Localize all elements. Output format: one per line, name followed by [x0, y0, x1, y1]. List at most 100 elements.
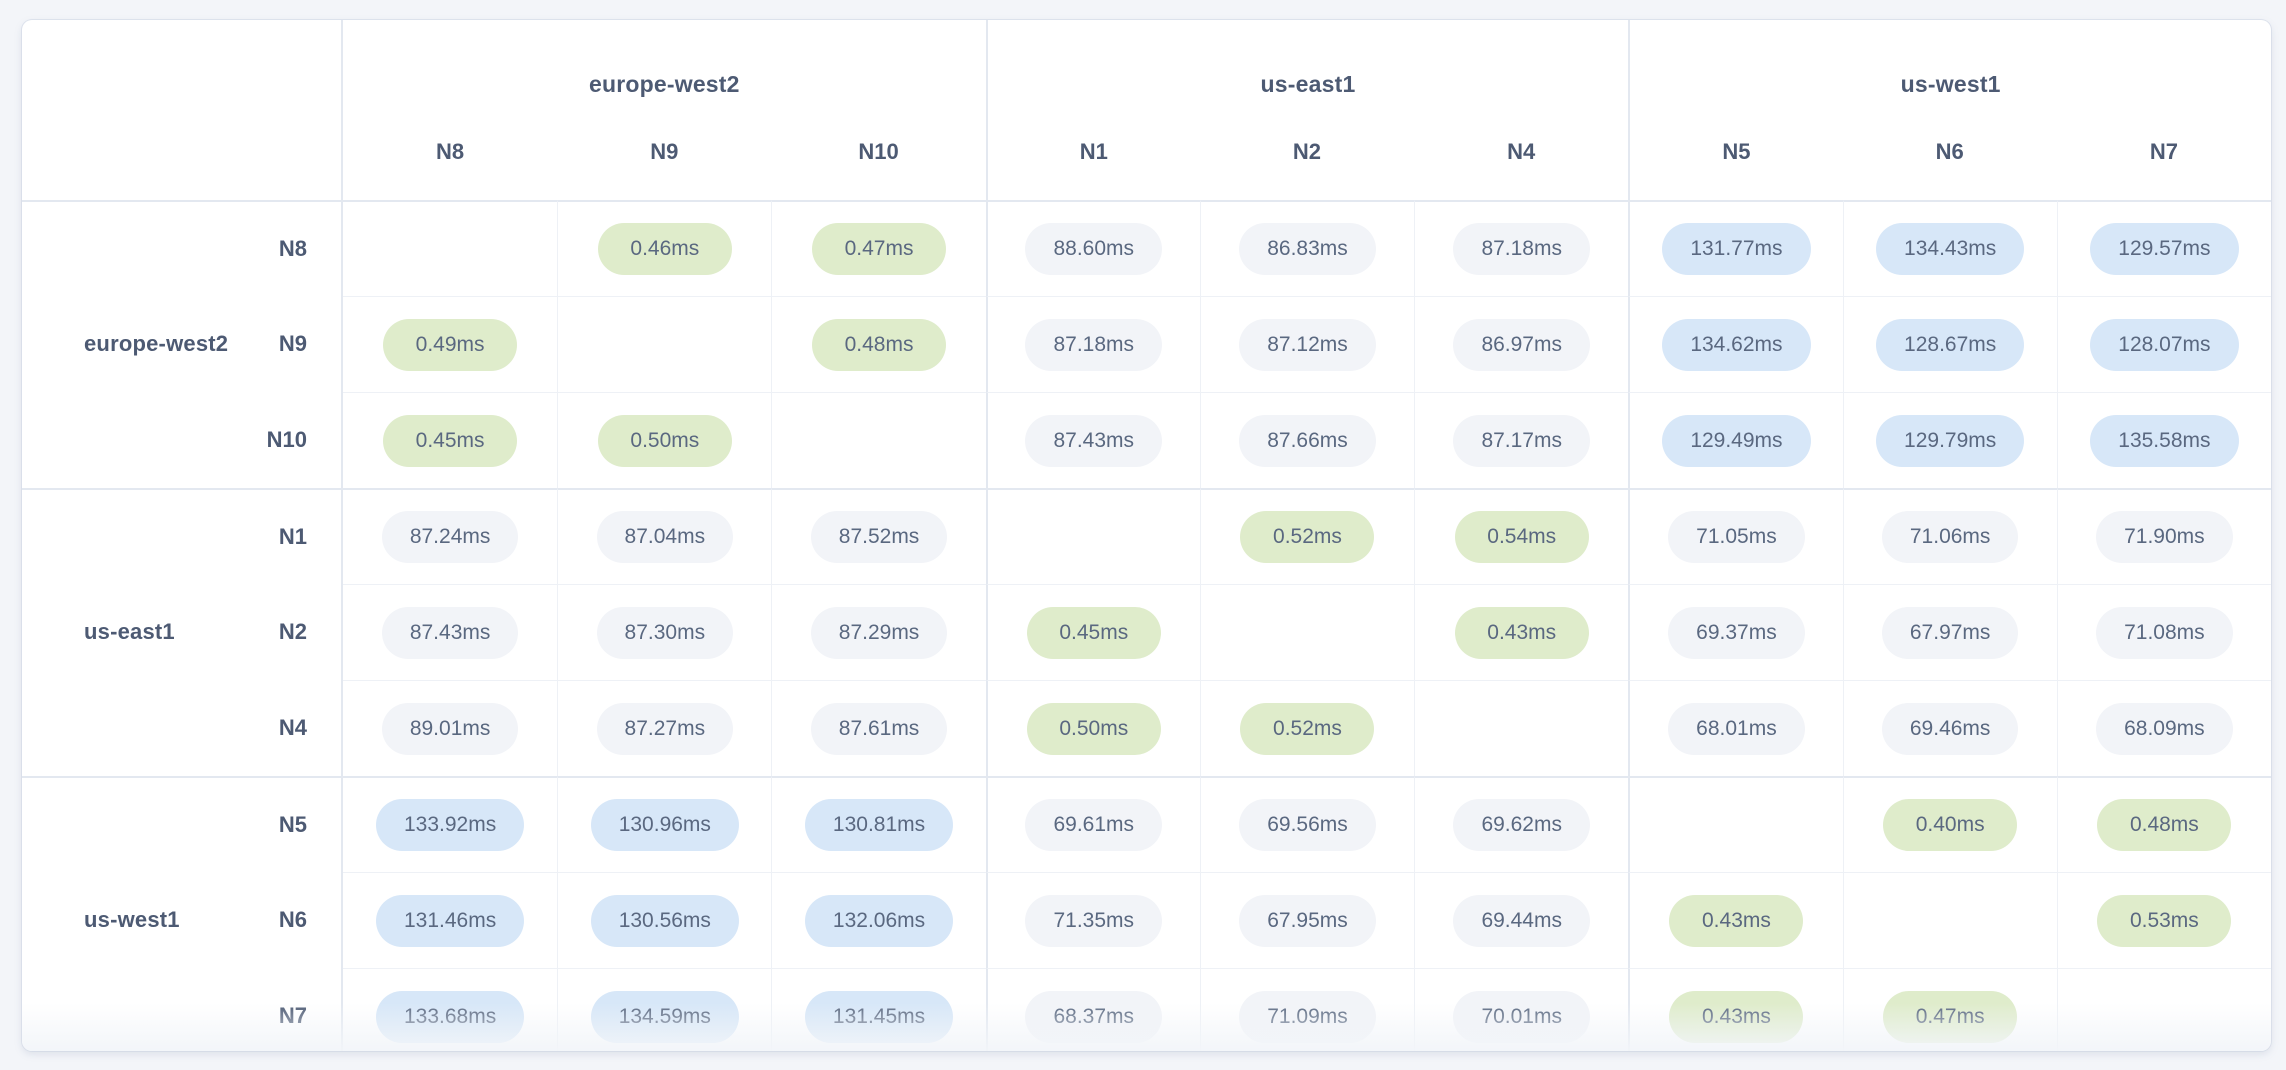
latency-cell-n1-to-n6: 71.06ms — [1842, 488, 2057, 584]
latency-cell-n6-to-n8: 131.46ms — [343, 872, 558, 968]
latency-cell-n9-to-n1: 87.18ms — [985, 296, 1200, 392]
latency-cell-n5-to-n8: 133.92ms — [343, 776, 558, 872]
latency-pill: 68.09ms — [2096, 702, 2233, 755]
latency-pill: 86.97ms — [1453, 318, 1590, 371]
latency-cell-n10-to-n2: 87.66ms — [1199, 392, 1415, 488]
latency-pill: 0.54ms — [1454, 511, 1589, 563]
latency-cell-n8-to-n2: 86.83ms — [1199, 200, 1415, 296]
latency-pill: 87.43ms — [381, 606, 519, 659]
latency-cell-n10-to-n8: 0.45ms — [343, 392, 558, 488]
latency-cell-n6-to-n10: 132.06ms — [771, 872, 986, 968]
latency-pill: 87.61ms — [810, 702, 948, 755]
latency-pill: 71.90ms — [2096, 511, 2233, 563]
latency-pill: 0.49ms — [383, 318, 518, 371]
latency-cell-n2-to-n1: 0.45ms — [985, 584, 1200, 680]
latency-cell-n1-to-n7: 71.90ms — [2056, 488, 2271, 584]
latency-pill: 87.18ms — [1025, 318, 1163, 371]
latency-pill: 0.45ms — [1026, 606, 1161, 659]
latency-cell-n8-to-n5: 131.77ms — [1628, 200, 1843, 296]
latency-cell-n9-to-n8: 0.49ms — [343, 296, 558, 392]
latency-cell-n9-to-n2: 87.12ms — [1199, 296, 1415, 392]
latency-pill: 131.45ms — [804, 990, 954, 1043]
latency-cell-n4-to-n1: 0.50ms — [985, 680, 1200, 776]
latency-cell-n2-to-n10: 87.29ms — [771, 584, 986, 680]
latency-cell-n10-to-n5: 129.49ms — [1628, 392, 1843, 488]
latency-matrix-panel: europe-west2 us-east1 us-west1 N8 N9 N10 N1 N2 N… — [22, 20, 2271, 1051]
latency-pill: 71.06ms — [1881, 511, 2019, 563]
row-label-n5: N5 — [22, 776, 343, 872]
latency-cell-n5-to-n2: 69.56ms — [1199, 776, 1415, 872]
latency-pill: 86.83ms — [1239, 223, 1376, 275]
latency-pill: 71.35ms — [1025, 894, 1163, 947]
latency-pill: 131.46ms — [375, 894, 525, 947]
latency-cell-n6-to-n4: 69.44ms — [1414, 872, 1629, 968]
latency-matrix: europe-west2 us-east1 us-west1 N8 N9 N10 N1 N2 N… — [22, 20, 2271, 1051]
latency-pill: 87.66ms — [1239, 414, 1376, 467]
latency-cell-n4-to-n9: 87.27ms — [557, 680, 772, 776]
latency-cell-n5-to-n7: 0.48ms — [2056, 776, 2271, 872]
latency-cell-n4-to-n4 — [1414, 680, 1629, 776]
latency-pill: 68.37ms — [1025, 990, 1163, 1043]
latency-cell-n2-to-n8: 87.43ms — [343, 584, 558, 680]
latency-pill: 0.43ms — [1669, 990, 1804, 1043]
latency-pill: 87.24ms — [381, 511, 519, 563]
row-label-n6: us-west1 N6 — [22, 872, 343, 968]
latency-cell-n8-to-n7: 129.57ms — [2056, 200, 2271, 296]
latency-pill: 0.47ms — [812, 223, 947, 275]
latency-pill: 0.48ms — [812, 318, 947, 371]
row-region-label-us-east1: us-east1 — [84, 619, 175, 644]
latency-pill: 87.04ms — [596, 511, 734, 563]
latency-cell-n1-to-n10: 87.52ms — [771, 488, 986, 584]
row-node-label-n7: N7 — [278, 1003, 307, 1028]
latency-cell-n5-to-n1: 69.61ms — [985, 776, 1200, 872]
latency-cell-n7-to-n5: 0.43ms — [1628, 968, 1843, 1051]
latency-pill: 67.95ms — [1239, 894, 1376, 947]
row-label-n2: us-east1 N2 — [22, 584, 343, 680]
latency-cell-n1-to-n8: 87.24ms — [343, 488, 558, 584]
row-node-label-n1: N1 — [278, 524, 307, 549]
latency-cell-n7-to-n8: 133.68ms — [343, 968, 558, 1051]
latency-pill: 0.53ms — [2097, 894, 2232, 947]
latency-cell-n6-to-n1: 71.35ms — [985, 872, 1200, 968]
column-node-header-n4: N4 — [1507, 139, 1536, 164]
latency-pill: 0.52ms — [1240, 702, 1375, 755]
latency-cell-n9-to-n4: 86.97ms — [1414, 296, 1629, 392]
latency-cell-n7-to-n2: 71.09ms — [1199, 968, 1415, 1051]
latency-cell-n9-to-n5: 134.62ms — [1628, 296, 1843, 392]
latency-cell-n2-to-n6: 67.97ms — [1842, 584, 2057, 680]
latency-pill: 71.09ms — [1239, 990, 1376, 1043]
latency-cell-n9-to-n10: 0.48ms — [771, 296, 986, 392]
latency-pill: 128.07ms — [2090, 318, 2239, 371]
latency-pill: 0.43ms — [1669, 894, 1804, 947]
column-node-header-n5: N5 — [1628, 104, 1842, 200]
latency-cell-n8-to-n6: 134.43ms — [1842, 200, 2057, 296]
latency-cell-n9-to-n7: 128.07ms — [2056, 296, 2271, 392]
latency-cell-n4-to-n7: 68.09ms — [2056, 680, 2271, 776]
latency-pill: 87.30ms — [596, 606, 734, 659]
latency-cell-n4-to-n5: 68.01ms — [1628, 680, 1843, 776]
latency-pill: 69.56ms — [1239, 799, 1376, 851]
latency-pill: 69.62ms — [1453, 799, 1590, 851]
latency-pill: 128.67ms — [1876, 318, 2025, 371]
row-node-label-n8: N8 — [278, 236, 307, 261]
latency-cell-n6-to-n7: 0.53ms — [2056, 872, 2271, 968]
latency-cell-n7-to-n9: 134.59ms — [557, 968, 772, 1051]
latency-cell-n8-to-n9: 0.46ms — [557, 200, 772, 296]
row-label-n1: N1 — [22, 488, 343, 584]
row-node-label-n10: N10 — [266, 427, 307, 452]
latency-pill: 87.17ms — [1453, 414, 1590, 467]
latency-cell-n10-to-n10 — [771, 392, 986, 488]
latency-pill: 133.92ms — [375, 799, 525, 851]
latency-cell-n6-to-n2: 67.95ms — [1199, 872, 1415, 968]
latency-pill: 134.43ms — [1876, 223, 2025, 275]
latency-cell-n5-to-n10: 130.81ms — [771, 776, 986, 872]
latency-pill: 87.29ms — [810, 606, 948, 659]
latency-pill: 0.40ms — [1883, 799, 2018, 851]
latency-cell-n8-to-n1: 88.60ms — [985, 200, 1200, 296]
latency-pill: 88.60ms — [1025, 223, 1163, 275]
latency-cell-n9-to-n6: 128.67ms — [1842, 296, 2057, 392]
latency-pill: 69.44ms — [1453, 894, 1590, 947]
latency-pill: 69.46ms — [1881, 702, 2019, 755]
row-node-label-n4: N4 — [278, 715, 307, 740]
matrix-corner-cell — [22, 20, 343, 200]
